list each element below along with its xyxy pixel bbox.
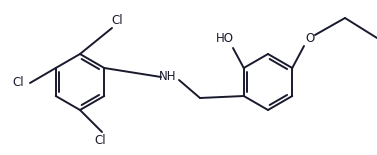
Text: NH: NH [159,69,177,82]
Text: Cl: Cl [94,133,106,146]
Text: HO: HO [216,31,234,44]
Text: O: O [305,31,315,44]
Text: Cl: Cl [12,75,24,89]
Text: Cl: Cl [111,13,123,27]
